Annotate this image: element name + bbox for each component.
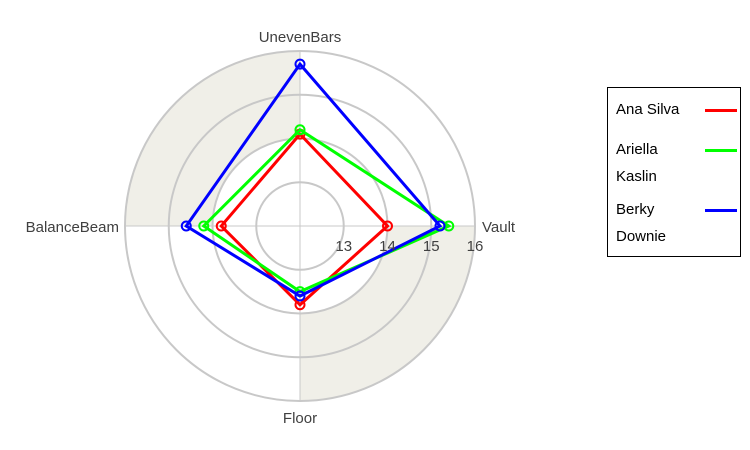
legend-label: Ariella Kaslin: [616, 141, 658, 185]
legend-swatch: [705, 109, 737, 112]
legend-label: Berky Downie: [616, 201, 667, 245]
legend: Ana Silva Ariella Kaslin Berky Downie: [607, 87, 741, 257]
legend-swatch: [705, 209, 737, 212]
tick-label-16: 16: [467, 238, 484, 255]
axis-label-unevenbars: UnevenBars: [259, 29, 342, 46]
shaded-band-upper-left: [125, 51, 300, 226]
tick-label-15: 15: [423, 238, 440, 255]
tick-labels: 13 14 15 16: [335, 238, 483, 255]
axis-label-floor: Floor: [283, 410, 317, 427]
data-point-ariella-kaslin-unevenbars: [294, 124, 306, 136]
tick-label-14: 14: [379, 238, 396, 255]
series-line-ana-silva: [219, 131, 390, 307]
series-layer: [180, 58, 455, 311]
data-point-berky-downie-vault: [434, 220, 446, 232]
legend-label: Ana Silva: [616, 101, 680, 118]
axis-label-balancebeam: BalanceBeam: [26, 219, 119, 236]
shaded-band-lower-right: [300, 226, 475, 401]
data-point-ariella-kaslin-balancebeam: [198, 220, 210, 232]
data-point-berky-downie-unevenbars: [294, 58, 306, 70]
data-point-berky-downie-balancebeam: [180, 220, 192, 232]
data-point-berky-downie-floor: [294, 290, 306, 302]
tick-label-13: 13: [335, 238, 352, 255]
grid-bands: [125, 51, 475, 401]
series-line-berky-downie: [184, 61, 443, 298]
legend-swatch: [705, 149, 737, 152]
axis-label-vault: Vault: [482, 219, 516, 236]
data-point-ana-silva-vault: [382, 220, 393, 232]
data-point-ana-silva-balancebeam: [215, 220, 227, 232]
